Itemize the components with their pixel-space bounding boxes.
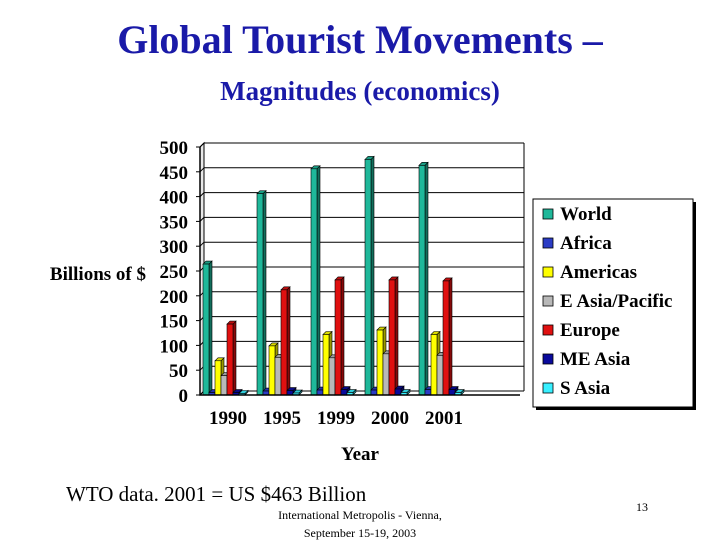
bar-side <box>208 260 213 396</box>
x-tick-label: 2000 <box>371 408 409 429</box>
bar-side <box>286 286 291 396</box>
legend-box <box>532 198 694 408</box>
bar <box>424 389 432 396</box>
x-axis-label: Year <box>341 444 380 465</box>
bar <box>328 357 336 396</box>
footer-note: WTO data. 2001 = US $463 Billion <box>66 482 367 506</box>
bar <box>322 334 330 396</box>
legend-swatch <box>542 208 554 220</box>
legend-swatch <box>542 295 554 307</box>
bar <box>388 279 396 396</box>
legend-label: World <box>560 204 612 225</box>
legend-swatch <box>542 382 554 394</box>
x-tick-label: 2001 <box>425 408 463 429</box>
bar-side <box>394 276 399 396</box>
legend-label: Europe <box>560 320 620 341</box>
bar <box>442 280 450 396</box>
bar-chart: 0 50 100 150 200 250 300 350 400 450 500 1990 1995 19… <box>50 138 696 465</box>
bar <box>268 345 276 396</box>
bar <box>376 329 384 396</box>
y-tick-label: 350 <box>160 212 189 233</box>
bar <box>274 357 282 396</box>
y-tick-label: 450 <box>160 163 189 184</box>
y-tick-label: 0 <box>179 386 189 407</box>
legend-label: Africa <box>560 233 612 254</box>
x-tick-label: 1999 <box>317 408 355 429</box>
footer-conference-line2: September 15-19, 2003 <box>303 526 417 540</box>
y-tick-label: 150 <box>160 312 189 333</box>
page-number: 13 <box>636 500 648 514</box>
x-tick-label: 1995 <box>263 408 301 429</box>
x-tick-label: 1990 <box>209 408 247 429</box>
bar <box>448 389 456 396</box>
legend-label: E Asia/Pacific <box>560 291 672 312</box>
legend-label: Americas <box>560 262 637 283</box>
bar <box>220 375 228 396</box>
bar <box>364 159 372 396</box>
gridlines <box>199 141 525 397</box>
bars <box>202 155 465 396</box>
bar <box>214 360 222 396</box>
legend-swatch <box>542 324 554 336</box>
bar <box>202 263 210 396</box>
legend-swatch <box>542 266 554 278</box>
slide-subtitle: Magnitudes (economics) <box>220 76 500 106</box>
bar <box>418 165 426 396</box>
bar <box>280 289 288 396</box>
slide-title: Global Tourist Movements – <box>117 17 603 62</box>
bar-side <box>316 165 321 396</box>
y-tick-label: 300 <box>160 237 189 258</box>
bar <box>334 279 342 396</box>
footer-conference: International Metropolis - Vienna, Septe… <box>240 506 480 542</box>
bar <box>340 389 348 396</box>
bar-side <box>448 277 453 396</box>
bar <box>394 388 402 396</box>
footer-conference-line1: International Metropolis - Vienna, <box>278 508 442 522</box>
bar-side <box>370 155 375 396</box>
legend: World Africa Americas E Asia/Pacific Europe M… <box>532 198 696 410</box>
bar <box>436 355 444 396</box>
legend-label: ME Asia <box>560 349 631 370</box>
bar-side <box>340 276 345 396</box>
bar <box>310 168 318 396</box>
bar-side <box>262 189 267 396</box>
y-tick-label: 250 <box>160 262 189 283</box>
bar-side <box>232 320 237 396</box>
bar <box>226 323 234 396</box>
y-tick-label: 100 <box>160 336 189 357</box>
bar-side <box>424 161 429 396</box>
bar <box>382 353 390 396</box>
legend-swatch <box>542 237 554 249</box>
bar <box>430 334 438 396</box>
y-tick-label: 200 <box>160 287 189 308</box>
y-tick-label: 50 <box>169 361 188 382</box>
legend-swatch <box>542 353 554 365</box>
y-tick-label: 400 <box>160 188 189 209</box>
axes: 0 50 100 150 200 250 300 350 400 450 500 1990 1995 19… <box>160 138 520 429</box>
legend-label: S Asia <box>560 378 611 399</box>
bar <box>256 193 264 396</box>
gridline-side <box>199 142 205 148</box>
y-tick-label: 500 <box>160 138 189 159</box>
y-axis-label: Billions of $ <box>50 264 146 285</box>
